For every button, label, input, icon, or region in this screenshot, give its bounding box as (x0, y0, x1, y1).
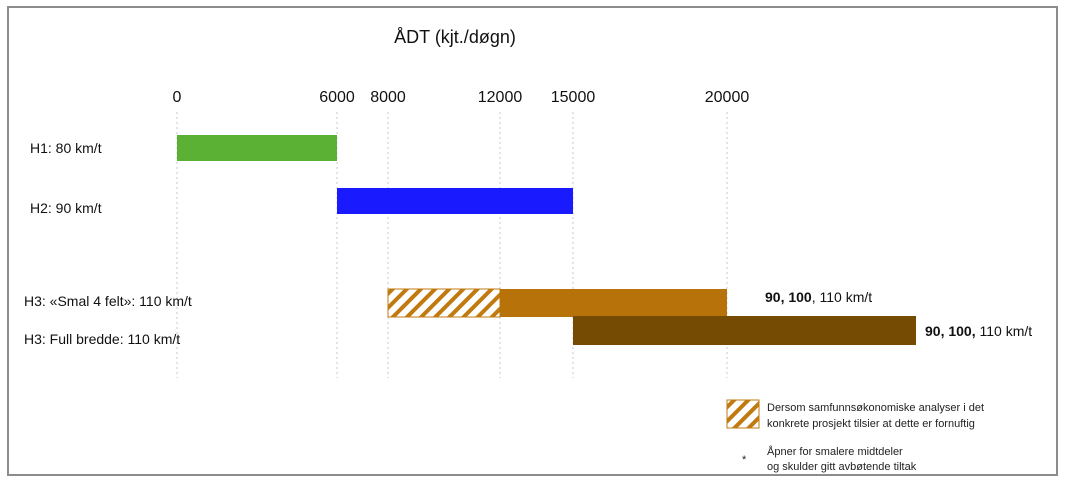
chart-frame (7, 6, 1058, 476)
x-tick-label: 8000 (370, 89, 406, 106)
x-tick-label: 20000 (705, 89, 750, 106)
legend-hatched-line-1: Dersom samfunnsøkonomiske analyser i det (767, 402, 984, 414)
row-label: H1: 80 km/t (30, 140, 102, 156)
row-label: H3: Full bredde: 110 km/t (24, 331, 180, 347)
bar-segment (177, 135, 337, 161)
bar-rows: H1: 80 km/t H2: 90 km/t H3: «Smal 4 felt»:… (24, 135, 1032, 347)
bar-end-label: 90, 100, 110 km/t (765, 289, 872, 305)
row-label: H2: 90 km/t (30, 200, 102, 216)
x-tick-label: 12000 (478, 89, 523, 106)
x-tick-labels: 0 6000 8000 12000 15000 20000 (173, 89, 750, 106)
x-tick-label: 6000 (319, 89, 355, 106)
legend-note-line-2: og skulder gitt avbøtende tiltak (767, 461, 917, 473)
legend: Dersom samfunnsøkonomiske analyser i det… (726, 399, 984, 473)
x-tick-label: 15000 (551, 89, 596, 106)
legend-note-line-1: Åpner for smalere midtdeler (767, 445, 903, 458)
bar-segment (573, 316, 916, 345)
x-tick-label: 0 (173, 89, 182, 106)
bar-segment-hatched (387, 288, 501, 318)
bar-segment (500, 289, 727, 317)
bar-segment (337, 188, 573, 214)
chart-title: ÅDT (kjt./døgn) (394, 27, 516, 47)
row-label: H3: «Smal 4 felt»: 110 km/t (24, 293, 192, 309)
legend-hatched-swatch (726, 399, 760, 429)
legend-hatched-line-2: konkrete prosjekt tilsier at dette er fo… (767, 418, 975, 430)
bar-end-label: 90, 100, 110 km/t (925, 323, 1032, 339)
legend-note-marker: * (742, 454, 747, 466)
